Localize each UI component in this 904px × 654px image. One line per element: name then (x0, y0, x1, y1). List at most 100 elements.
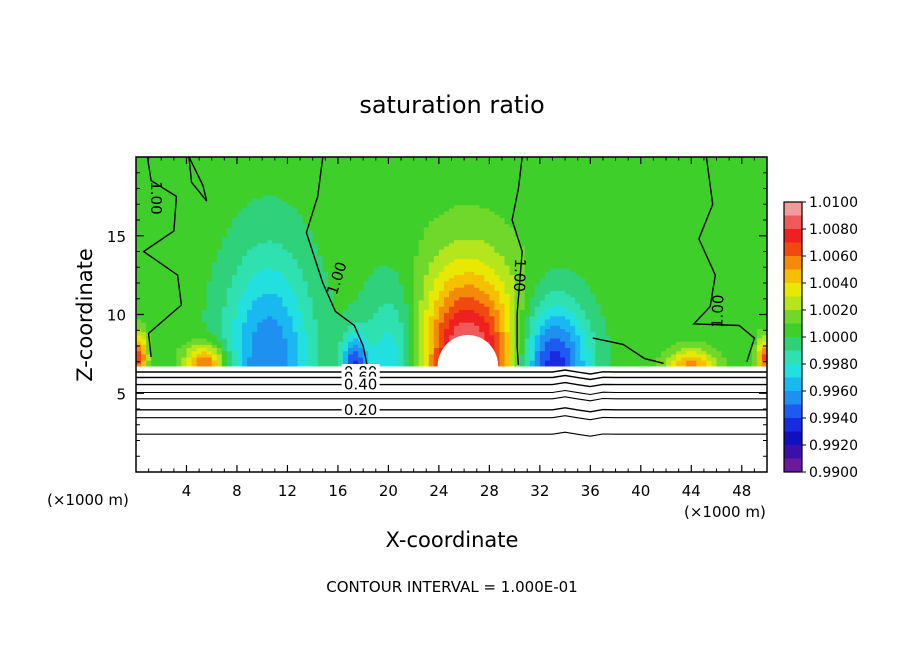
field-cell (716, 274, 723, 279)
field-cell (322, 252, 329, 256)
field-cell (433, 252, 440, 256)
field-cell (312, 277, 319, 282)
field-cell (428, 277, 435, 282)
field-cell (413, 283, 420, 288)
field-cell (726, 264, 733, 269)
field-cell (761, 356, 767, 361)
field-cell (378, 299, 384, 304)
field-cell (645, 331, 652, 336)
field-cell (660, 322, 667, 326)
field-cell (696, 277, 702, 282)
field-cell (211, 360, 218, 364)
field-cell (247, 299, 253, 304)
field-cell (262, 296, 268, 301)
field-cell (751, 287, 758, 291)
field-cell (191, 315, 198, 320)
field-cell (539, 337, 546, 342)
field-cell (620, 293, 627, 298)
field-cell (443, 290, 450, 295)
field-cell (489, 341, 496, 345)
field-cell (166, 306, 172, 310)
field-cell (610, 318, 617, 323)
field-cell (756, 283, 763, 288)
field-cell (681, 363, 687, 368)
field-cell (595, 315, 602, 320)
field-cell (186, 287, 193, 291)
field-cell (171, 258, 177, 263)
field-cell (741, 293, 748, 298)
field-cell (731, 334, 738, 339)
field-cell (368, 337, 374, 342)
field-cell (358, 344, 364, 349)
field-cell (560, 312, 566, 317)
field-cell (600, 245, 607, 250)
field-cell (726, 315, 733, 320)
field-cell (332, 350, 339, 355)
field-cell (252, 331, 258, 336)
field-cell (645, 318, 652, 323)
field-cell (736, 242, 743, 247)
field-cell (337, 255, 344, 260)
field-cell (166, 337, 172, 342)
field-cell (746, 255, 753, 260)
field-cell (423, 306, 430, 310)
field-cell (469, 306, 475, 310)
field-cell (206, 360, 213, 364)
field-cell (645, 337, 652, 342)
field-cell (191, 347, 198, 352)
field-cell (454, 306, 460, 310)
field-cell (554, 325, 561, 329)
field-cell (630, 268, 637, 272)
field-cell (242, 239, 248, 244)
field-cell (519, 296, 526, 301)
field-cell (262, 334, 268, 339)
field-cell (327, 280, 334, 285)
field-cell (590, 322, 596, 326)
field-cell (620, 356, 627, 361)
field-cell (186, 334, 193, 339)
field-cell (539, 353, 546, 358)
field-cell (297, 360, 304, 364)
field-cell (761, 258, 767, 263)
field-cell (756, 325, 763, 329)
field-cell (696, 264, 702, 269)
field-cell (191, 318, 198, 323)
field-cell (433, 325, 440, 329)
field-cell (484, 306, 490, 310)
field-cell (580, 252, 586, 256)
field-cell (620, 328, 627, 333)
field-cell (575, 283, 581, 288)
field-cell (615, 299, 622, 304)
field-cell (247, 350, 253, 355)
field-cell (358, 283, 364, 288)
field-cell (650, 280, 657, 285)
field-cell (701, 337, 708, 342)
field-cell (711, 258, 718, 263)
field-cell (640, 252, 647, 256)
field-cell (252, 258, 258, 263)
field-cell (600, 303, 607, 307)
field-cell (590, 296, 596, 301)
field-cell (509, 350, 516, 355)
field-cell (181, 283, 188, 288)
field-cell (332, 268, 339, 272)
field-cell (378, 245, 384, 250)
field-cell (650, 341, 657, 345)
field-cell (474, 296, 480, 301)
field-cell (660, 306, 667, 310)
field-cell (433, 318, 440, 323)
field-cell (489, 249, 496, 253)
field-cell (201, 264, 208, 269)
field-cell (206, 306, 213, 310)
field-cell (247, 290, 253, 295)
field-cell (514, 258, 521, 263)
field-cell (585, 299, 591, 304)
field-cell (373, 337, 379, 342)
field-cell (171, 255, 177, 260)
field-cell (509, 328, 516, 333)
field-cell (408, 242, 415, 247)
field-cell (716, 249, 723, 253)
field-cell (484, 312, 490, 317)
field-cell (206, 315, 213, 320)
field-cell (756, 299, 763, 304)
